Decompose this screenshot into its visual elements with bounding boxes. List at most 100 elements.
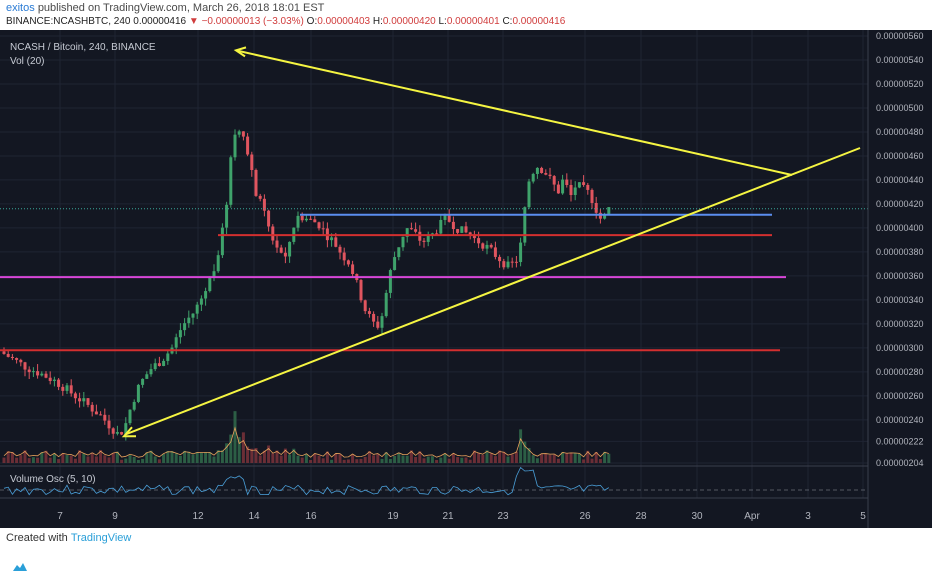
volume-bar <box>241 432 245 463</box>
candle-body <box>598 212 602 219</box>
candle-body <box>36 371 40 376</box>
time-axis[interactable]: 7 9 12 14 16 19 21 23 26 28 30 Apr 3 5 <box>0 497 868 522</box>
candle-body <box>540 167 544 174</box>
volume-bar <box>414 456 418 463</box>
price-tick-label: 0.00000280 <box>876 367 924 377</box>
volume-bar <box>208 452 212 463</box>
volume-bar <box>225 443 229 463</box>
volume-bar <box>582 459 586 463</box>
down-triangle-icon: ▼ <box>188 16 199 27</box>
author-link[interactable]: exitos <box>6 2 35 14</box>
candle-body <box>31 371 35 373</box>
volume-bar <box>603 451 607 463</box>
price-tick-label: 0.00000520 <box>876 79 924 89</box>
symbol-label: BINANCE:NCASHBTC, 240 <box>6 16 131 27</box>
tradingview-link[interactable]: TradingView <box>70 532 132 544</box>
candle-body <box>544 173 548 175</box>
arrowhead-bottom <box>121 426 136 438</box>
volume-bar <box>111 453 115 463</box>
volume-bar <box>313 453 317 463</box>
candle-body <box>498 256 502 262</box>
price-axis[interactable]: 0.00000560 0.00000540 0.00000520 0.00000500… <box>867 30 932 528</box>
high-label: H: <box>372 16 383 27</box>
volume-bar <box>430 456 434 463</box>
chart-area[interactable] <box>0 30 932 528</box>
candle-body <box>300 215 304 221</box>
candle-body <box>246 136 250 155</box>
candle-body <box>586 184 590 190</box>
volume-bar <box>141 458 145 463</box>
candle-body <box>107 420 111 429</box>
time-tick-label: 30 <box>691 511 703 522</box>
volume-bar <box>309 459 313 463</box>
candle-body <box>317 222 321 229</box>
candle-body <box>573 187 577 196</box>
volume-bar <box>456 457 460 463</box>
candle-body <box>271 226 275 241</box>
candle-body <box>145 374 149 379</box>
volume-bar <box>506 456 510 463</box>
volume-bar <box>346 459 350 463</box>
candle-body <box>481 243 485 249</box>
volume-bar <box>204 452 208 463</box>
volume-bar <box>556 458 560 463</box>
price-tick-label: 0.00000260 <box>876 391 924 401</box>
volume-bar <box>435 459 439 463</box>
volume-bar <box>69 455 73 463</box>
candle-body <box>477 238 481 244</box>
candle-body <box>44 373 48 378</box>
volume-bar <box>27 458 31 463</box>
volume-bar <box>447 458 451 463</box>
lower-trendline <box>125 147 861 436</box>
price-tick-label: 0.00000360 <box>876 271 924 281</box>
volume-bar <box>99 450 103 463</box>
time-tick-label: 21 <box>442 511 454 522</box>
candle-body <box>86 398 90 405</box>
volume-bar <box>216 450 220 463</box>
volume-bar <box>489 453 493 463</box>
volume-bar <box>535 458 539 463</box>
volume-bar <box>187 451 191 463</box>
price-axis-bg <box>868 30 932 528</box>
volume-bar <box>527 448 531 463</box>
volume-bar <box>2 457 6 463</box>
candle-body <box>288 241 292 257</box>
volume-bar <box>409 450 413 463</box>
candle-body <box>23 362 27 370</box>
candle-body <box>141 378 145 385</box>
volume-bar <box>44 450 48 463</box>
volume-bar <box>510 454 514 463</box>
volume-bar <box>304 454 308 463</box>
price-tick-label: 0.00000222 <box>876 436 924 446</box>
candle-body <box>384 292 388 317</box>
volume-bar <box>288 454 292 463</box>
candle-body <box>510 261 514 263</box>
candle-body <box>577 182 581 188</box>
candle-body <box>531 173 535 182</box>
created-with-label: Created with <box>6 532 68 544</box>
volume-bar <box>19 455 23 463</box>
volume-bar <box>220 450 224 463</box>
time-tick-label: Apr <box>744 511 760 522</box>
candle-body <box>519 242 523 263</box>
time-tick-label: 5 <box>860 511 866 522</box>
volume-bar <box>40 452 44 463</box>
candle-body <box>10 356 14 359</box>
candle-body <box>267 210 271 227</box>
candle-body <box>582 182 586 185</box>
candle-body <box>493 247 497 257</box>
vol-legend: Vol (20) <box>10 56 45 67</box>
price-tick-label: 0.00000480 <box>876 127 924 137</box>
volume-bar <box>237 437 241 463</box>
volume-bar <box>267 445 271 463</box>
volume-bar <box>569 452 573 463</box>
candle-body <box>607 207 611 214</box>
volume-bar <box>149 450 153 463</box>
candle-body <box>57 379 61 387</box>
price-tick-label: 0.00000460 <box>876 151 924 161</box>
volume-bar <box>359 458 363 463</box>
candle-body <box>304 218 308 221</box>
price-chart[interactable]: 0.0000041658:30 0.0000 0.000005600.00000… <box>0 30 932 528</box>
volume-bar <box>561 452 565 463</box>
volume-bar <box>31 457 35 463</box>
